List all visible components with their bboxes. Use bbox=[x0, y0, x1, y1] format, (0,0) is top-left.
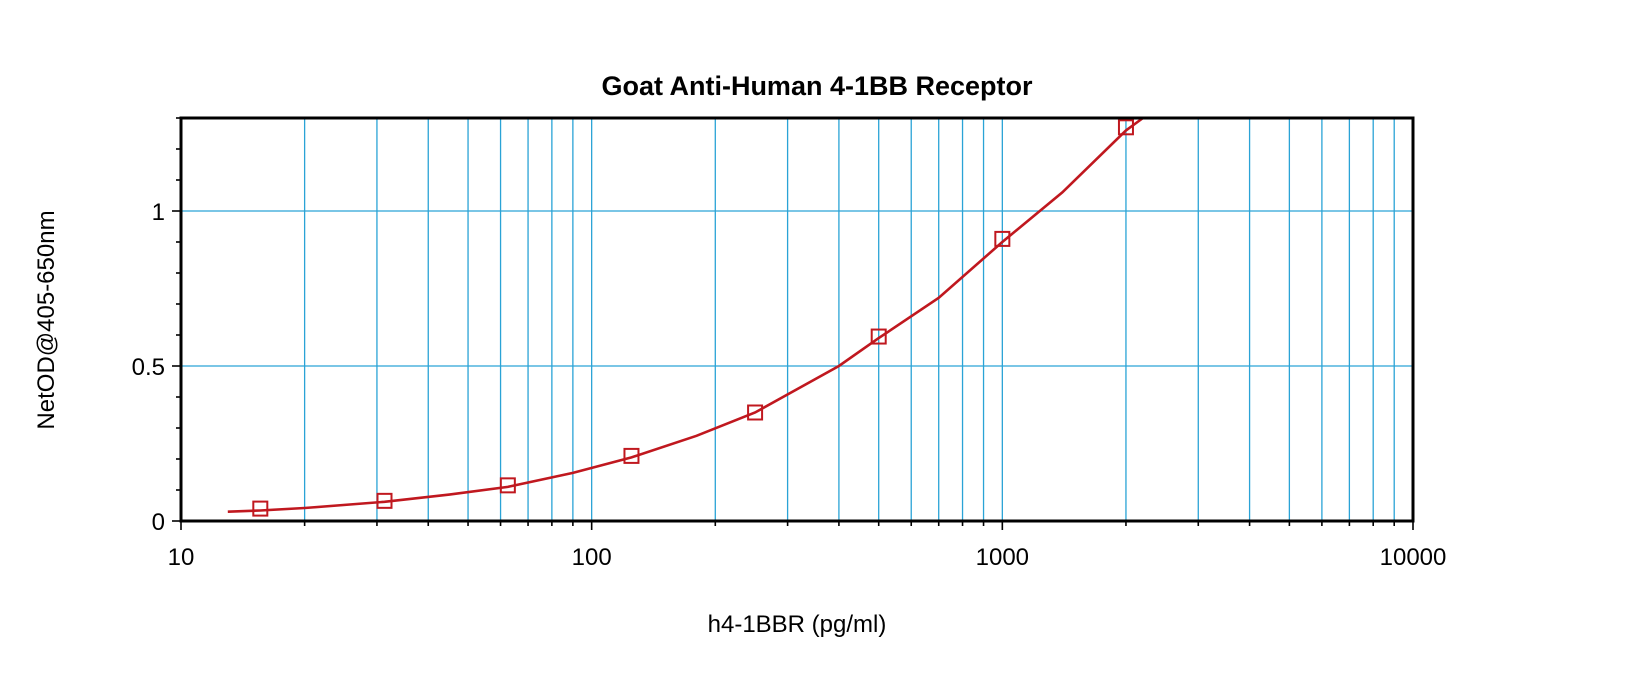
y-tick-label: 1 bbox=[152, 199, 165, 226]
tick-labels: 10 100 1000 10000 0 0.5 1 bbox=[132, 199, 1447, 571]
data-point bbox=[376, 492, 393, 509]
y-axis-label: NetOD@405-650nm bbox=[33, 210, 60, 429]
data-point bbox=[623, 447, 640, 464]
y-tick-label: 0.5 bbox=[132, 354, 165, 381]
data-point bbox=[252, 500, 269, 517]
data-point bbox=[994, 230, 1011, 247]
x-axis-label: h4-1BBR (pg/ml) bbox=[708, 611, 887, 638]
data-point bbox=[1117, 119, 1134, 136]
data-point bbox=[747, 404, 764, 421]
x-tick-label: 10 bbox=[168, 544, 195, 571]
chart-title: Goat Anti-Human 4-1BB Receptor bbox=[601, 71, 1033, 101]
y-tick-label: 0 bbox=[152, 509, 165, 536]
grid bbox=[181, 118, 1413, 521]
data-point bbox=[499, 477, 516, 494]
axis-ticks bbox=[172, 117, 1414, 530]
fit-curve bbox=[227, 116, 1144, 513]
plot-frame bbox=[179, 116, 1415, 523]
data-point bbox=[870, 328, 887, 345]
x-tick-label: 100 bbox=[572, 544, 612, 571]
data-markers bbox=[252, 119, 1134, 517]
x-tick-label: 1000 bbox=[976, 544, 1029, 571]
x-tick-label: 10000 bbox=[1380, 544, 1447, 571]
fit-curve-layer bbox=[227, 116, 1144, 513]
